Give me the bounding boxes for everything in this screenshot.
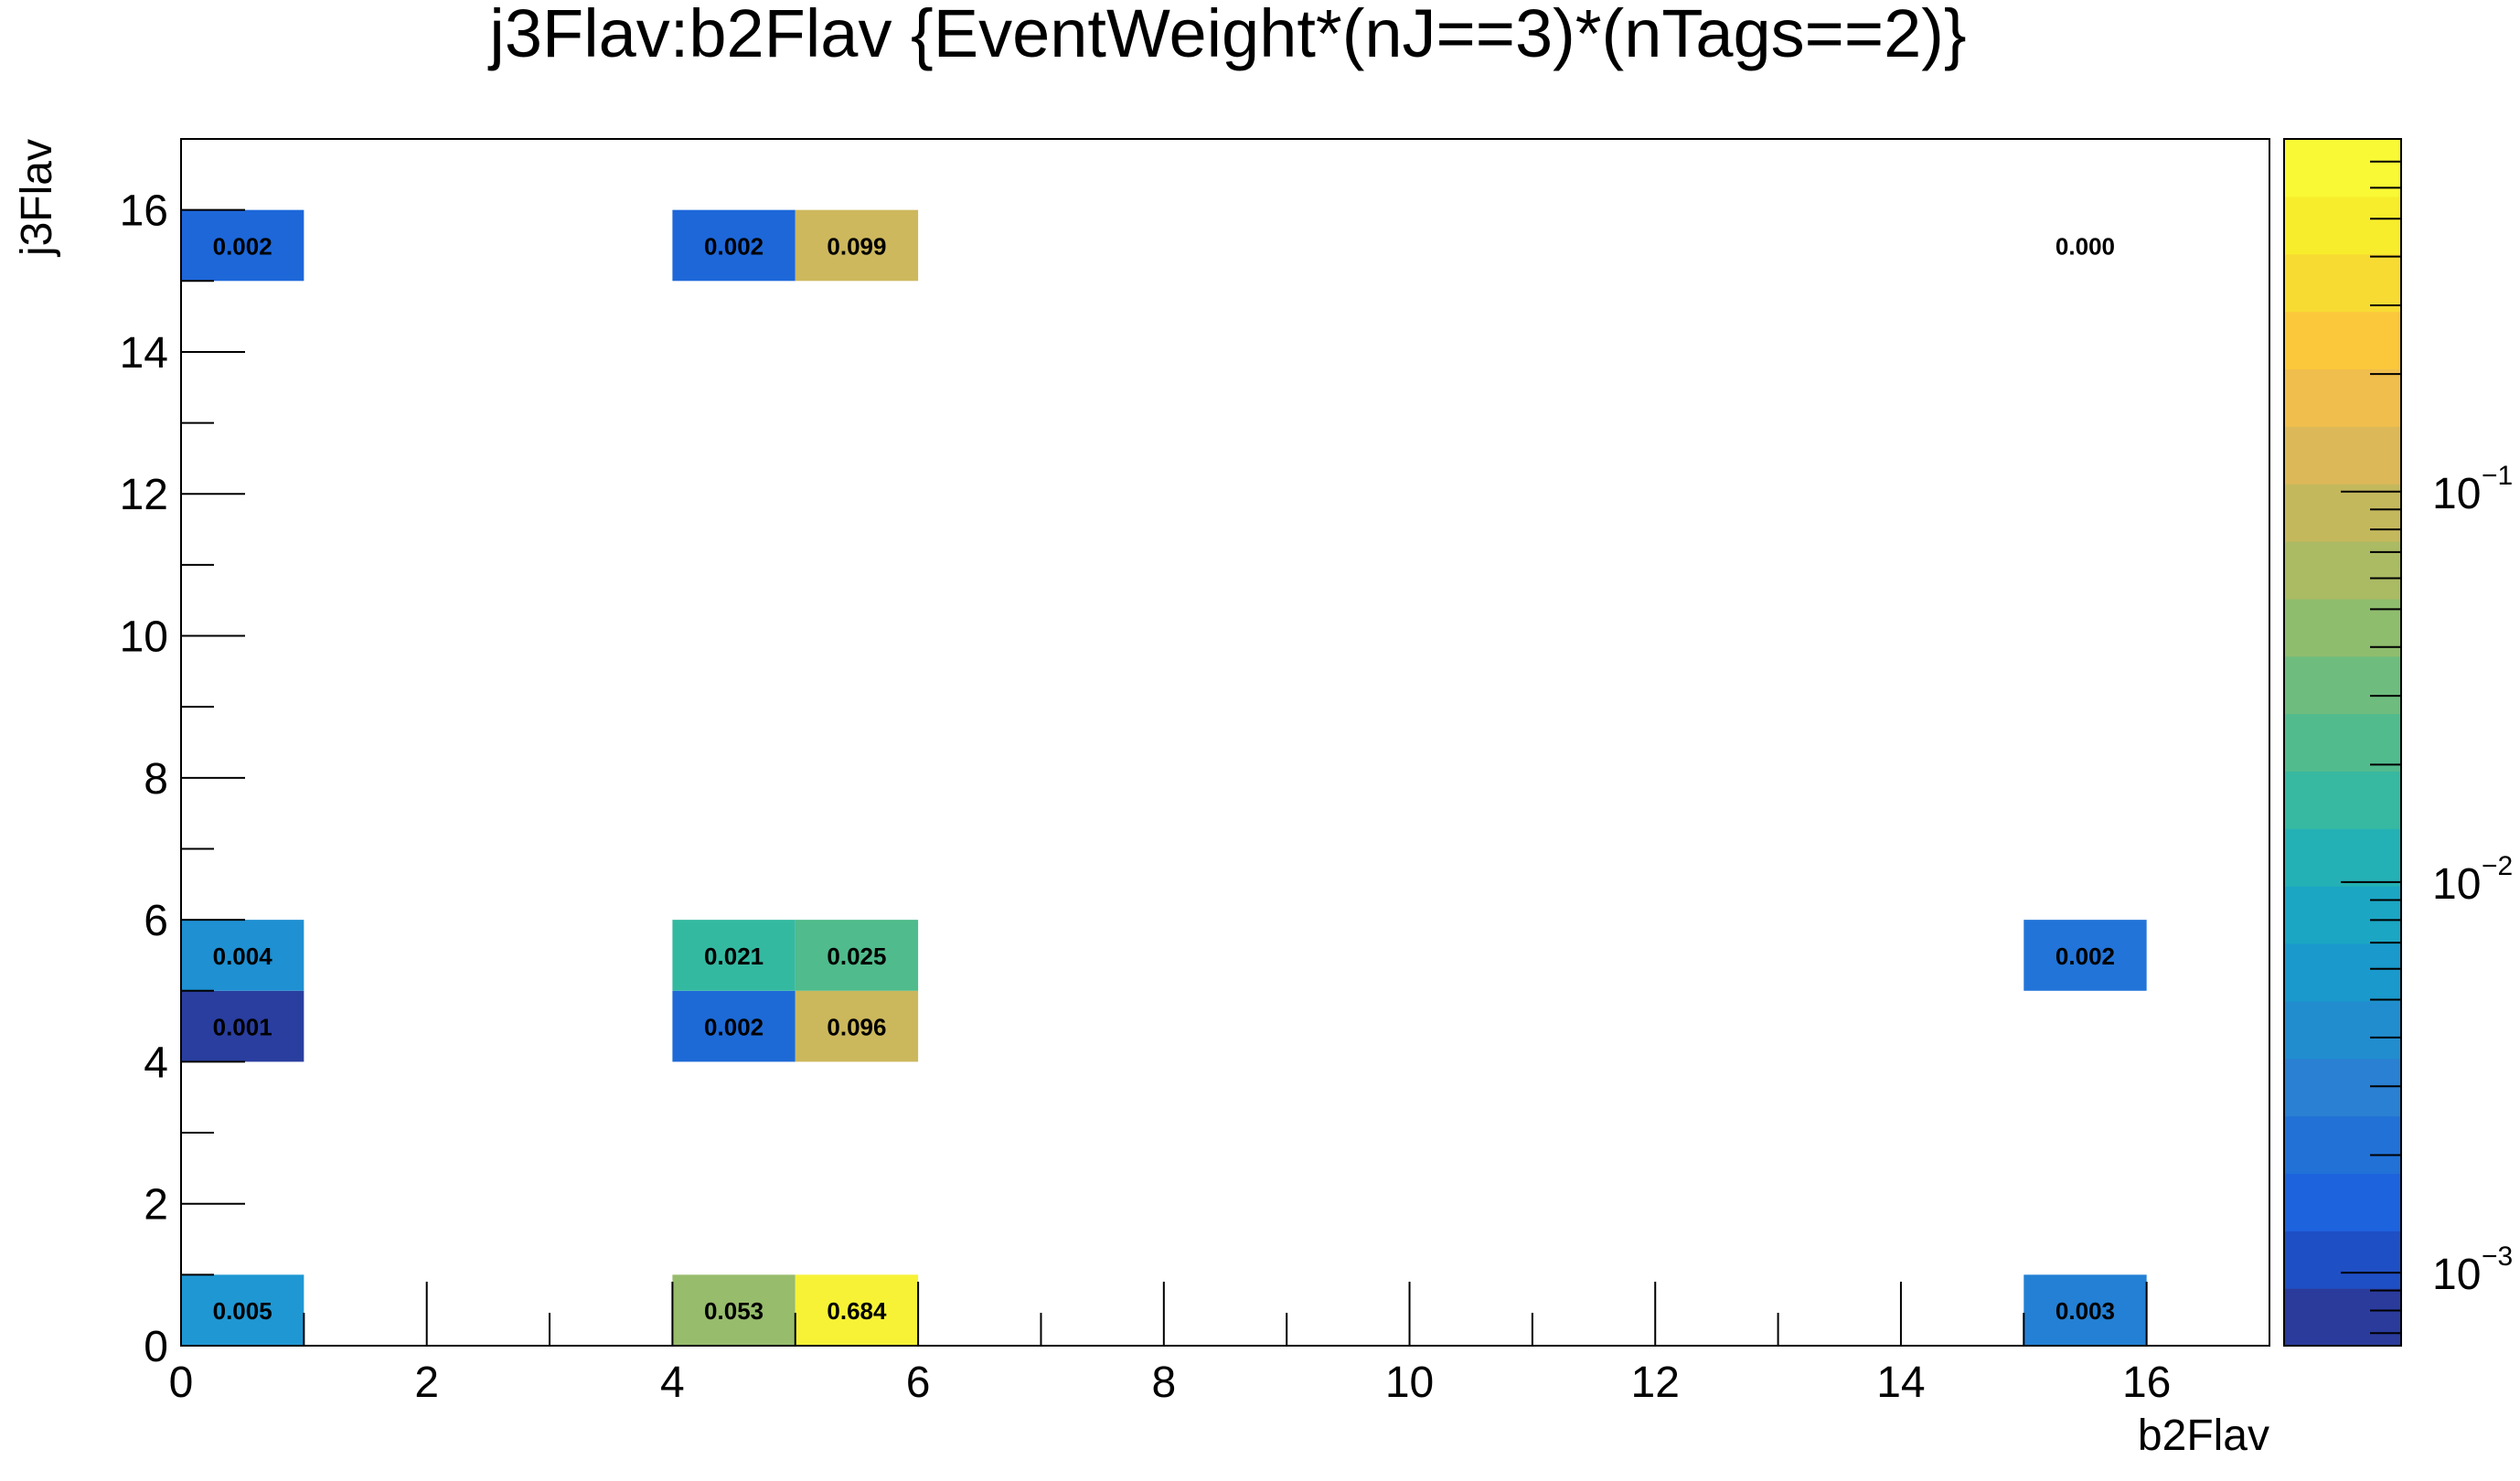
colorbar-band [2284,1231,2401,1289]
heatmap-cell-label: 0.025 [827,943,886,970]
x-axis-tick-labels: 0 2 4 6 8 10 12 14 16 [169,1358,2172,1407]
colorbar-band [2284,771,2401,829]
chart-title: j3Flav:b2Flav {EventWeight*(nJ==3)*(nTag… [487,0,1966,71]
y-tick-label: 8 [144,755,168,804]
colorbar-band [2284,1000,2401,1060]
x-tick-label: 12 [1631,1358,1680,1407]
heatmap-cell [181,920,304,991]
colorbar-band [2284,311,2401,370]
heatmap-cell [672,209,796,282]
y-tick-label: 12 [120,471,168,519]
y-tick-label: 4 [144,1039,168,1087]
x-tick-label: 8 [1151,1358,1176,1407]
heatmap-cell-label: 0.002 [2056,943,2115,970]
colorbar-band [2284,426,2401,485]
y-axis-title: j3Flav [13,139,61,258]
x-tick-label: 16 [2122,1358,2171,1407]
heatmap-cell [795,209,919,282]
x-tick-label: 10 [1385,1358,1434,1407]
colorbar-band [2284,1058,2401,1117]
x-tick-label: 0 [169,1358,194,1407]
heatmap-cell-label: 0.005 [213,1297,272,1325]
colorbar-tick-label-exponent: −2 [2482,851,2513,881]
colorbar-band [2284,713,2401,772]
x-tick-label: 14 [1876,1358,1925,1407]
colorbar-band [2284,1173,2401,1231]
x-axis-title: b2Flav [2138,1412,2269,1460]
heatmap-cells [181,209,2147,1346]
heatmap-cell-label: 0.001 [213,1014,272,1041]
colorbar-band [2284,598,2401,657]
colorbar-band [2284,886,2401,944]
heatmap-cell-label: 0.021 [704,943,763,970]
colorbar-tick-label-exponent: −3 [2482,1241,2513,1272]
plot-frame [180,138,2270,1347]
y-tick-label: 6 [144,897,168,945]
heatmap-cell-label: 0.002 [213,232,272,260]
heatmap-cell-label: 0.004 [213,943,273,970]
x-tick-label: 6 [906,1358,931,1407]
colorbar-tick-labels: 10−310−210−1 [2432,461,2513,1299]
colorbar-band [2284,541,2401,600]
heatmap-cell [672,1274,796,1346]
heatmap-cell-label: 0.000 [2056,232,2115,260]
heatmap-cell [795,1274,919,1346]
heatmap-cell-label: 0.053 [704,1297,763,1325]
colorbar-tick-label-base: 10 [2432,860,2481,909]
heatmap-cell-label: 0.002 [704,1014,763,1041]
colorbar-tick-label-base: 10 [2432,470,2481,518]
colorbar-band [2284,1115,2401,1175]
colorbar-band [2284,484,2401,542]
colorbar [2284,139,2401,1347]
colorbar-tick-label-exponent: −1 [2482,461,2513,491]
heatmap-cell [795,920,919,991]
heatmap-cell [181,990,304,1062]
colorbar-band [2284,196,2401,255]
y-tick-label: 0 [144,1323,168,1371]
y-axis-tick-labels: 0 2 4 6 8 10 12 14 16 [120,187,168,1371]
heatmap-cell [2023,920,2147,991]
heatmap-cell-labels: 0.005 0.053 0.684 0.003 0.001 0.002 0.096 0.004… [213,232,2115,1325]
colorbar-band [2284,655,2401,715]
heatmap-cell [672,990,796,1062]
y-tick-label: 16 [120,187,168,236]
heatmap-cell-label: 0.099 [827,232,886,260]
colorbar-tick-label-base: 10 [2432,1251,2481,1299]
colorbar-band [2284,943,2401,1002]
heatmap-cell-label: 0.096 [827,1014,886,1041]
y-axis-ticks [181,138,245,1347]
colorbar-frame [2283,138,2402,1347]
heatmap-cell-label: 0.002 [704,232,763,260]
y-tick-label: 2 [144,1181,168,1230]
colorbar-band [2284,828,2401,887]
heatmap-cell [795,990,919,1062]
y-tick-label: 14 [120,329,168,378]
y-tick-label: 10 [120,613,168,662]
colorbar-ticks [2341,138,2401,1335]
heatmap-cell-label: 0.003 [2056,1297,2115,1325]
heatmap-cell [181,209,304,282]
x-tick-label: 4 [660,1358,685,1407]
x-tick-label: 2 [414,1358,439,1407]
colorbar-band [2284,368,2401,427]
heatmap-cell [2023,1274,2147,1346]
colorbar-band [2284,1288,2401,1347]
heatmap-cell [181,1274,304,1346]
x-axis-ticks [180,1282,2270,1346]
heatmap-cell-label: 0.684 [827,1297,887,1325]
heatmap-cell [672,920,796,991]
colorbar-band [2284,253,2401,313]
